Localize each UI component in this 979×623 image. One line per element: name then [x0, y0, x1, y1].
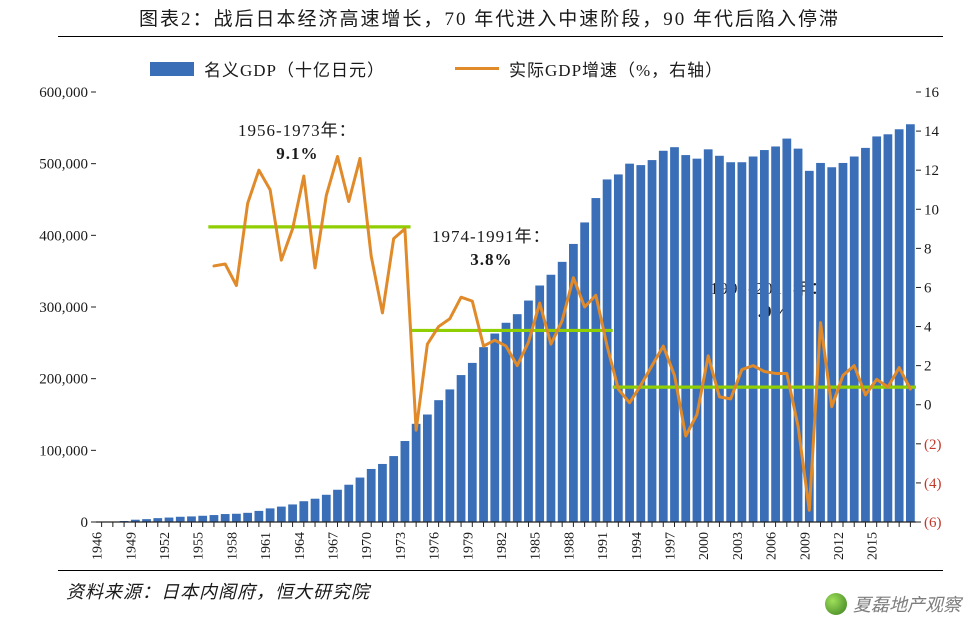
- svg-text:1970: 1970: [360, 532, 375, 560]
- svg-text:200,000: 200,000: [39, 372, 88, 388]
- svg-text:1976: 1976: [428, 532, 443, 560]
- svg-text:6: 6: [924, 280, 932, 296]
- svg-text:1994: 1994: [630, 532, 645, 560]
- svg-text:1955: 1955: [192, 532, 207, 560]
- svg-text:400,000: 400,000: [39, 228, 88, 244]
- svg-text:2006: 2006: [765, 532, 780, 560]
- svg-text:4: 4: [924, 320, 932, 336]
- svg-text:2012: 2012: [832, 532, 847, 560]
- svg-text:1958: 1958: [225, 532, 240, 560]
- svg-text:1985: 1985: [529, 532, 544, 560]
- svg-text:16: 16: [924, 85, 940, 101]
- watermark-text: 夏磊地产观察: [853, 591, 961, 617]
- svg-text:1946: 1946: [91, 532, 106, 560]
- svg-text:1979: 1979: [461, 532, 476, 560]
- svg-text:1988: 1988: [562, 532, 577, 560]
- svg-text:0: 0: [81, 515, 89, 531]
- svg-text:1952: 1952: [158, 532, 173, 560]
- svg-text:300,000: 300,000: [39, 300, 88, 316]
- svg-text:500,000: 500,000: [39, 157, 88, 173]
- svg-text:100,000: 100,000: [39, 443, 88, 459]
- svg-text:0: 0: [924, 398, 932, 414]
- chart-title: 图表2：战后日本经济高速增长，70 年代进入中速阶段，90 年代后陷入停滞: [60, 4, 919, 37]
- svg-text:1997: 1997: [663, 532, 678, 560]
- footer-divider: [58, 570, 943, 571]
- svg-text:1991: 1991: [596, 532, 611, 560]
- svg-text:(4): (4): [924, 476, 942, 492]
- watermark-icon: [825, 593, 847, 615]
- svg-text:2009: 2009: [798, 532, 813, 560]
- source-text: 资料来源：日本内阁府，恒大研究院: [66, 578, 370, 604]
- svg-text:2: 2: [924, 359, 932, 375]
- svg-text:1964: 1964: [293, 532, 308, 560]
- svg-text:2003: 2003: [731, 532, 746, 560]
- svg-text:1973: 1973: [394, 532, 409, 560]
- svg-text:1982: 1982: [495, 532, 510, 560]
- svg-text:(2): (2): [924, 437, 942, 453]
- svg-text:8: 8: [924, 241, 932, 257]
- svg-text:12: 12: [924, 163, 939, 179]
- svg-text:600,000: 600,000: [39, 85, 88, 101]
- svg-text:2000: 2000: [697, 532, 712, 560]
- svg-text:1949: 1949: [124, 532, 139, 560]
- svg-text:10: 10: [924, 202, 939, 218]
- svg-text:1967: 1967: [327, 532, 342, 560]
- svg-text:1961: 1961: [259, 532, 274, 560]
- combo-chart: 0 100,000 200,000 300,000 400,000 500,000 600,…: [34, 46, 954, 566]
- svg-text:2015: 2015: [866, 532, 881, 560]
- title-divider: [58, 36, 943, 37]
- svg-text:(6): (6): [924, 515, 942, 531]
- watermark: 夏磊地产观察: [825, 591, 961, 617]
- svg-text:14: 14: [924, 124, 940, 140]
